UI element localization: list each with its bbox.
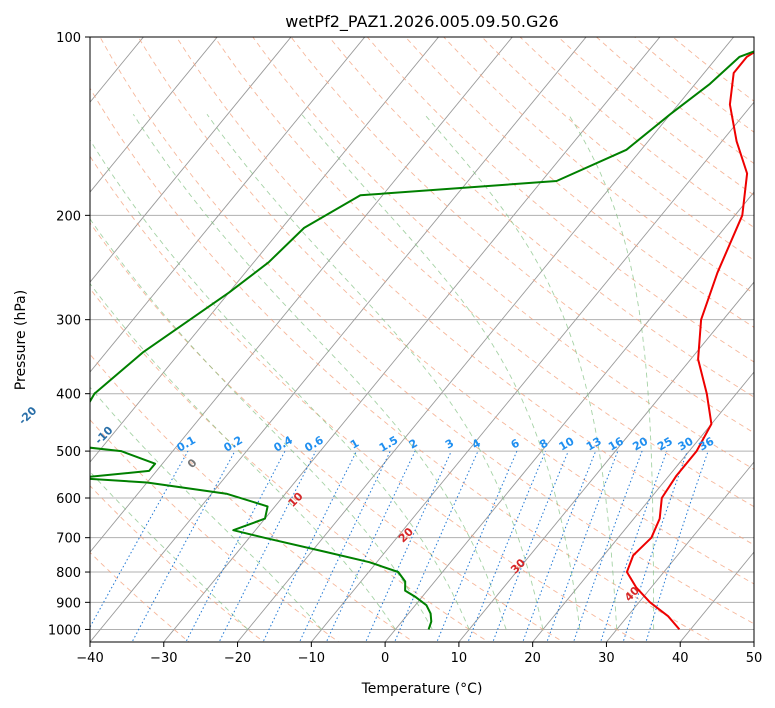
y-tick-label: 500 [56, 445, 81, 460]
dry-adiabat-line [90, 353, 415, 642]
moist-adiabat-line [206, 113, 544, 630]
isotherm-line [90, 37, 366, 373]
y-tick-label: 700 [56, 532, 81, 547]
x-tick-label: 50 [746, 651, 763, 666]
isotherm-line [90, 37, 218, 193]
x-tick-label: −20 [224, 651, 251, 666]
isotherm-line [90, 37, 513, 553]
y-axis: 100 200 300 400 500 600 700 800 900 1000 [48, 31, 90, 638]
x-tick-label: 30 [598, 651, 615, 666]
plot-frame [89, 36, 755, 643]
isotherm-line [90, 37, 292, 283]
mixing-ratio-line [645, 450, 709, 642]
mixing-ratio-line [299, 450, 391, 642]
moist-adiabat-line [424, 113, 618, 630]
moist-adiabat-line [90, 471, 249, 630]
dry-adiabat-line [90, 551, 190, 642]
y-axis-title: Pressure (hPa) [13, 290, 29, 390]
y-tick-label: 200 [56, 209, 81, 224]
y-tick-label: 300 [56, 314, 81, 329]
series-layer [90, 50, 754, 631]
y-tick-label: 600 [56, 492, 81, 507]
mixing-ratio-line [600, 450, 668, 642]
isotherm-line [90, 37, 440, 463]
isotherm-line [532, 371, 754, 642]
dry-adiabat-line [90, 287, 490, 642]
y-tick-label: 800 [56, 566, 81, 581]
moist-adiabat-line [568, 113, 655, 630]
dry-adiabat-line [137, 37, 754, 585]
moist-adiabat-line [90, 139, 470, 630]
dry-adiabat-line [90, 485, 265, 642]
isotherm-line [458, 281, 754, 642]
dry-adiabat-label: -20 [16, 404, 39, 427]
mixing-ratio-line [622, 450, 688, 642]
dry-adiabat-line [99, 37, 754, 625]
dry-adiabat-line [328, 37, 754, 398]
x-tick-label: −10 [298, 651, 325, 666]
isotherm-line [0, 24, 7, 645]
x-axis-title: Temperature (°C) [361, 681, 483, 697]
isotherm-line [163, 37, 661, 642]
series-line-0 [625, 51, 754, 631]
moist-adiabat-line [90, 218, 433, 630]
x-tick-label: −30 [150, 651, 177, 666]
mixing-ratio-line [572, 450, 643, 642]
mixing-ratio-line [546, 450, 619, 642]
x-tick-label: 0 [381, 651, 389, 666]
dry-adiabat-line [90, 87, 714, 642]
moist-adiabat-line [90, 386, 322, 630]
moist-adiabat-line [90, 282, 396, 630]
series-line-1 [90, 50, 754, 630]
y-tick-label: 900 [56, 596, 81, 611]
mixing-ratio-line [522, 450, 597, 642]
x-tick-label: 10 [451, 651, 468, 666]
dry-adiabat-line [252, 37, 754, 470]
mixing-ratio-line [185, 450, 286, 642]
dry-adiabat-line [214, 37, 754, 508]
mixing-ratio-line [325, 450, 416, 642]
chart-title: wetPf2_PAZ1.2026.005.09.50.G26 [285, 12, 559, 32]
x-tick-label: 40 [672, 651, 689, 666]
y-tick-label: 1000 [48, 623, 81, 638]
isotherm-line [90, 37, 587, 642]
dry-adiabat-line [90, 155, 639, 642]
isotherm-line [236, 37, 735, 642]
x-tick-label: 20 [524, 651, 541, 666]
x-axis: −40 −30 −20 −10 0 10 20 30 40 50 [76, 642, 762, 666]
isotherm-line [384, 191, 754, 642]
dry-adiabat-line [90, 222, 564, 642]
isotherm-line [605, 461, 754, 642]
mixing-ratio-line [218, 450, 317, 642]
mixing-ratio-line [131, 450, 236, 642]
mixing-ratio-line [467, 450, 546, 642]
mixing-ratio-line [436, 450, 518, 642]
y-tick-label: 100 [56, 31, 81, 46]
isotherm-line [753, 641, 754, 642]
x-tick-label: −40 [76, 651, 103, 666]
dry-adiabat-line [405, 37, 754, 328]
y-tick-label: 400 [56, 388, 81, 403]
moist-adiabat-line [301, 113, 581, 630]
mixing-ratio-line [492, 450, 569, 642]
background-lines [0, 24, 754, 645]
